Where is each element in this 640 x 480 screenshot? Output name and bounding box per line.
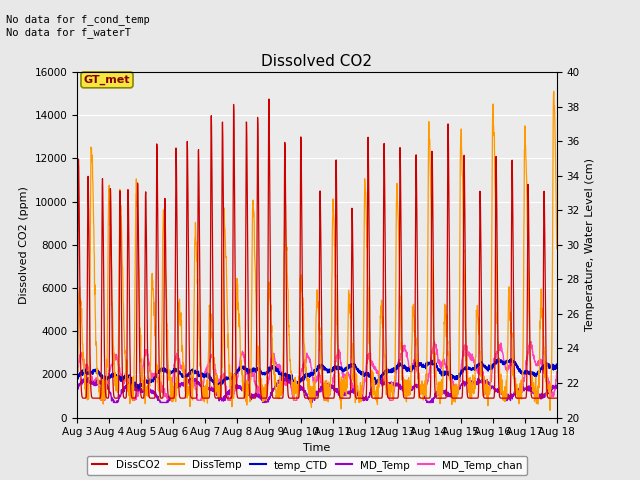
DissTemp: [550, 88, 557, 94]
DissTemp: [97, 391, 105, 396]
DissCO2: [275, 396, 283, 401]
DissTemp: [307, 383, 314, 389]
MD_Temp: [553, 385, 561, 391]
MD_Temp: [294, 384, 302, 390]
Line: MD_Temp_chan: MD_Temp_chan: [77, 342, 557, 400]
MD_Temp_chan: [553, 369, 561, 374]
DissCO2: [540, 288, 547, 293]
MD_Temp: [111, 399, 118, 405]
temp_CTD: [553, 362, 561, 368]
MD_Temp_chan: [73, 378, 81, 384]
DissCO2: [553, 396, 561, 401]
DissTemp: [73, 384, 81, 389]
temp_CTD: [97, 374, 105, 380]
Line: DissTemp: DissTemp: [77, 91, 557, 410]
MD_Temp: [540, 395, 547, 401]
MD_Temp: [540, 393, 547, 399]
DissCO2: [294, 395, 302, 401]
temp_CTD: [135, 386, 143, 392]
DissTemp: [294, 387, 301, 393]
Title: Dissolved CO2: Dissolved CO2: [261, 54, 372, 70]
DissCO2: [73, 391, 81, 396]
MD_Temp_chan: [307, 359, 314, 365]
Y-axis label: Dissolved CO2 (ppm): Dissolved CO2 (ppm): [19, 186, 29, 304]
MD_Temp_chan: [451, 389, 459, 395]
Line: temp_CTD: temp_CTD: [77, 359, 557, 389]
temp_CTD: [540, 364, 547, 370]
DissTemp: [451, 385, 459, 391]
temp_CTD: [540, 366, 547, 372]
temp_CTD: [294, 381, 301, 387]
MD_Temp_chan: [97, 397, 105, 403]
Text: No data for f_cond_temp
No data for f_waterT: No data for f_cond_temp No data for f_wa…: [6, 14, 150, 38]
DissTemp: [539, 327, 547, 333]
Line: DissCO2: DissCO2: [77, 99, 557, 398]
Line: MD_Temp: MD_Temp: [77, 375, 557, 402]
DissTemp: [553, 246, 561, 252]
Text: GT_met: GT_met: [84, 75, 131, 85]
temp_CTD: [495, 356, 502, 361]
Y-axis label: Temperature, Water Level (cm): Temperature, Water Level (cm): [586, 158, 595, 331]
temp_CTD: [73, 377, 81, 383]
DissTemp: [539, 318, 547, 324]
MD_Temp: [307, 399, 314, 405]
DissCO2: [97, 363, 105, 369]
temp_CTD: [307, 370, 314, 375]
DissCO2: [540, 335, 547, 340]
MD_Temp: [73, 385, 81, 391]
temp_CTD: [451, 375, 459, 381]
Legend: DissCO2, DissTemp, temp_CTD, MD_Temp, MD_Temp_chan: DissCO2, DissTemp, temp_CTD, MD_Temp, MD…: [88, 456, 527, 475]
MD_Temp_chan: [98, 397, 106, 403]
MD_Temp: [97, 378, 105, 384]
DissCO2: [265, 96, 273, 102]
MD_Temp_chan: [294, 393, 301, 399]
DissCO2: [451, 395, 459, 401]
X-axis label: Time: Time: [303, 443, 330, 453]
DissCO2: [307, 395, 314, 401]
DissTemp: [546, 408, 554, 413]
MD_Temp: [282, 372, 289, 378]
MD_Temp: [451, 390, 459, 396]
MD_Temp_chan: [540, 368, 547, 374]
MD_Temp_chan: [527, 339, 534, 345]
MD_Temp_chan: [540, 366, 547, 372]
